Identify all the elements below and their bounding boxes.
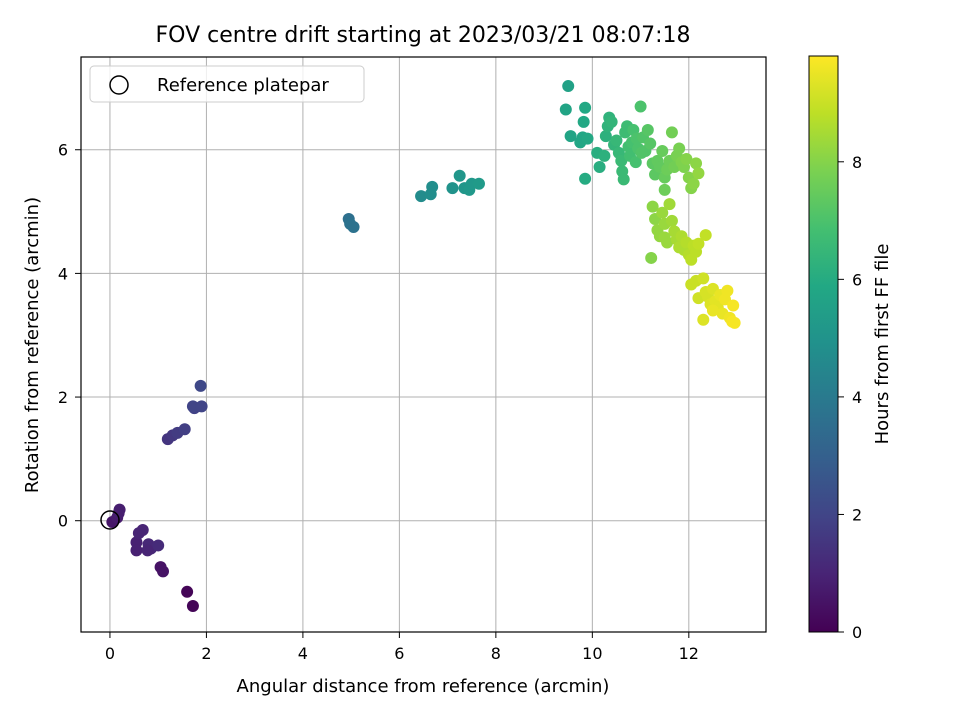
x-tick-label: 6: [394, 644, 404, 663]
data-point: [426, 180, 439, 193]
x-tick-label: 0: [105, 644, 115, 663]
colorbar-tick-label: 2: [852, 505, 862, 524]
data-point: [673, 142, 686, 155]
data-point: [656, 206, 669, 219]
colorbar-tick-label: 8: [852, 153, 862, 172]
data-point: [692, 237, 705, 250]
x-tick-label: 2: [201, 644, 211, 663]
data-point: [656, 144, 669, 157]
data-point: [699, 229, 712, 242]
data-point: [697, 272, 710, 285]
x-tick-label: 4: [298, 644, 308, 663]
data-point: [663, 198, 676, 211]
colorbar-tick-label: 6: [852, 270, 862, 289]
data-point: [658, 183, 671, 196]
data-point: [559, 103, 572, 116]
data-point: [599, 130, 612, 143]
y-tick-label: 4: [58, 264, 68, 283]
data-point: [697, 313, 710, 326]
legend-entry: Reference platepar: [157, 75, 329, 96]
data-point: [687, 177, 700, 190]
grid-lines: [81, 57, 766, 632]
data-point: [141, 544, 154, 557]
y-axis-label: Rotation from reference (arcmin): [22, 197, 43, 493]
y-tick-label: 6: [58, 141, 68, 160]
x-axis-ticks: 0 2 4 6 8 10 12: [105, 632, 699, 663]
legend: Reference platepar: [89, 65, 365, 103]
data-point: [195, 400, 208, 413]
data-point: [579, 172, 592, 185]
colorbar-label: Hours from first FF file: [872, 244, 893, 445]
data-point: [646, 200, 659, 213]
chart-title: FOV centre drift starting at 2023/03/21 …: [156, 23, 691, 48]
data-point: [629, 156, 642, 169]
data-point: [658, 231, 671, 244]
colorbar-tick-label: 0: [852, 623, 862, 642]
data-point: [577, 115, 590, 128]
data-point: [645, 251, 658, 264]
y-tick-label: 2: [58, 388, 68, 407]
data-point: [579, 101, 592, 114]
data-point: [610, 134, 623, 147]
data-point: [152, 539, 165, 552]
data-point: [690, 157, 703, 170]
data-point: [581, 132, 594, 145]
colorbar-gradient: [808, 55, 839, 633]
data-point: [727, 299, 740, 312]
data-point: [446, 182, 459, 195]
data-point: [564, 130, 577, 143]
data-point: [157, 565, 170, 578]
data-point: [186, 400, 199, 413]
data-point: [415, 190, 428, 203]
x-axis-label: Angular distance from reference (arcmin): [237, 676, 610, 697]
data-point: [181, 585, 194, 598]
data-point: [665, 214, 678, 227]
data-point: [680, 153, 693, 166]
data-point: [598, 149, 611, 162]
data-point: [593, 161, 606, 174]
data-point: [453, 169, 466, 182]
plot-frame: [80, 56, 767, 633]
data-point: [692, 167, 705, 180]
data-point: [194, 379, 207, 392]
x-tick-label: 12: [679, 644, 699, 663]
legend-marker-icon: [109, 75, 129, 95]
data-point: [665, 126, 678, 139]
data-points: [106, 80, 741, 613]
data-point: [634, 100, 647, 113]
data-point: [472, 177, 485, 190]
y-axis-ticks: 0 2 4 6: [58, 141, 81, 531]
data-point: [562, 80, 575, 93]
data-point: [347, 221, 360, 234]
colorbar: 0 2 4 6 8 Hours from first FF file: [808, 55, 893, 642]
data-point: [615, 154, 628, 167]
data-point: [721, 284, 734, 297]
data-point: [112, 507, 125, 520]
data-point: [617, 173, 630, 186]
data-point: [130, 544, 143, 557]
legend-box: [89, 65, 365, 103]
colorbar-tick-label: 4: [852, 388, 862, 407]
data-point: [605, 115, 618, 128]
x-tick-label: 10: [582, 644, 602, 663]
y-tick-label: 0: [58, 512, 68, 531]
data-point: [136, 523, 149, 536]
data-point: [728, 316, 741, 329]
reference-platepar-marker: [100, 510, 120, 530]
data-point: [706, 304, 719, 317]
data-point: [178, 423, 191, 436]
data-point: [644, 137, 657, 150]
data-point: [186, 600, 199, 613]
x-tick-label: 8: [491, 644, 501, 663]
data-point: [641, 123, 654, 136]
colorbar-ticks: 0 2 4 6 8: [838, 153, 862, 642]
